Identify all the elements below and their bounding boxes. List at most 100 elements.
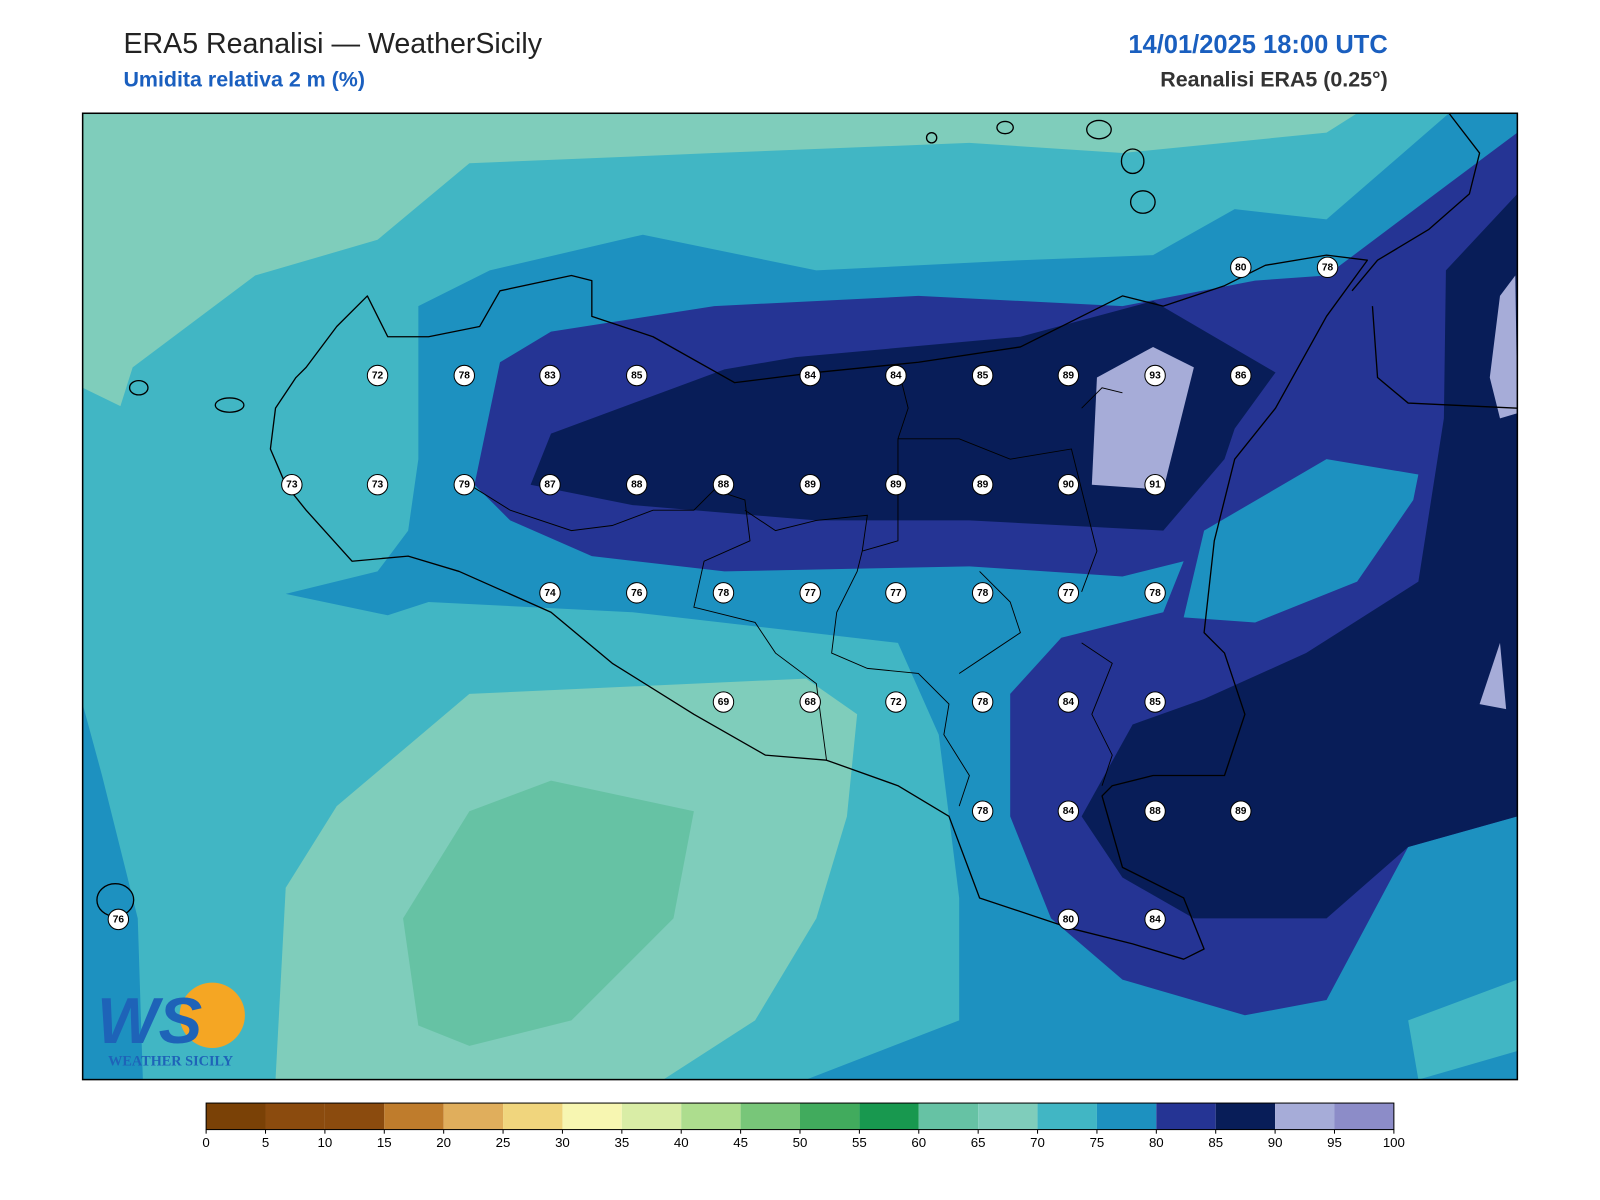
station-marker xyxy=(799,691,821,713)
station-marker xyxy=(1144,691,1166,713)
station-value: 72 xyxy=(372,371,384,382)
datetime: 14/01/2025 18:00 UTC xyxy=(1128,31,1387,59)
subtitle: Umidita relativa 2 m (%) xyxy=(123,68,364,92)
station-value: 90 xyxy=(1063,480,1075,491)
colorbar-segment xyxy=(1215,1103,1276,1130)
station-value: 76 xyxy=(631,588,643,599)
station-value: 80 xyxy=(1235,262,1247,273)
colorbar-tick-label: 45 xyxy=(733,1135,748,1150)
field xyxy=(1091,346,1194,490)
colorbar-tick-label: 20 xyxy=(436,1135,451,1150)
station-value: 79 xyxy=(459,480,471,491)
colorbar-tick-label: 55 xyxy=(852,1135,867,1150)
station-marker xyxy=(539,364,561,387)
colorbar-segment xyxy=(562,1103,622,1130)
island xyxy=(128,379,149,396)
station-value: 83 xyxy=(544,371,556,382)
station-value: 88 xyxy=(718,480,730,491)
station-value: 76 xyxy=(113,914,125,925)
colorbar-tick-label: 100 xyxy=(1383,1135,1405,1150)
colorbar-segment xyxy=(1096,1103,1157,1130)
station-marker xyxy=(971,364,994,387)
station-marker xyxy=(712,582,735,604)
station-value: 78 xyxy=(1322,262,1334,273)
station-value: 89 xyxy=(805,480,817,491)
station-value: 78 xyxy=(977,806,989,817)
station-marker xyxy=(1057,800,1080,822)
colorbar-segment xyxy=(443,1103,504,1130)
title: ERA5 Reanalisi — WeatherSicily xyxy=(123,28,542,60)
colorbar-tick-label: 25 xyxy=(496,1135,511,1150)
station-marker xyxy=(971,582,994,604)
station-value: 88 xyxy=(631,480,643,491)
colorbar-segment xyxy=(384,1103,444,1130)
station-marker xyxy=(453,364,475,387)
field xyxy=(1479,642,1507,710)
colorbar-segment xyxy=(503,1103,563,1130)
station-marker xyxy=(885,364,907,387)
island xyxy=(1086,119,1112,140)
station-value: 74 xyxy=(544,588,556,599)
station-marker xyxy=(366,364,389,387)
stations: 80 78 72 78 83 85 84 84 85 89 93 86 73 73 79 87 88 88 89 89… xyxy=(107,256,1339,931)
colorbar-tick-label: 70 xyxy=(1030,1135,1045,1150)
field xyxy=(530,301,1276,531)
station-marker xyxy=(799,473,821,496)
station-value: 89 xyxy=(890,480,902,491)
station-marker xyxy=(539,473,561,496)
island xyxy=(1129,190,1156,214)
station-marker xyxy=(1057,473,1080,496)
station-value: 84 xyxy=(1149,914,1161,925)
station-marker xyxy=(366,473,389,496)
station-marker xyxy=(971,473,994,496)
station-marker xyxy=(626,473,648,496)
island xyxy=(925,131,938,144)
colorbar-segment xyxy=(324,1103,385,1130)
colorbar-tick-label: 95 xyxy=(1327,1135,1342,1150)
station-value: 89 xyxy=(977,480,989,491)
station-marker xyxy=(1144,582,1166,604)
station-marker xyxy=(712,691,735,713)
colorbar-segment xyxy=(1275,1103,1335,1130)
colorbar-tick-label: 85 xyxy=(1208,1135,1223,1150)
colorbar-tick-label: 15 xyxy=(377,1135,392,1150)
station-value: 73 xyxy=(372,480,384,491)
colorbar-tick-label: 75 xyxy=(1090,1135,1105,1150)
colorbar-segment xyxy=(1156,1103,1216,1130)
station-value: 85 xyxy=(1149,697,1161,708)
logo: WS WEATHER SICILY xyxy=(97,982,245,1069)
logo-mark: WS xyxy=(97,984,202,1057)
station-value: 72 xyxy=(890,697,902,708)
field xyxy=(82,704,143,1080)
station-marker xyxy=(1057,364,1080,387)
colorbar-segment xyxy=(265,1103,325,1130)
colorbar-segment xyxy=(740,1103,800,1130)
colorbar-tick-label: 10 xyxy=(318,1135,333,1150)
field xyxy=(82,113,1358,407)
station-marker xyxy=(1230,256,1252,279)
station-value: 89 xyxy=(1235,806,1247,817)
field xyxy=(1081,193,1518,919)
field xyxy=(1183,459,1419,623)
colorbar-tick-label: 50 xyxy=(793,1135,808,1150)
station-value: 84 xyxy=(890,371,902,382)
field xyxy=(403,780,694,1046)
station-value: 78 xyxy=(977,588,989,599)
station-value: 84 xyxy=(1063,806,1075,817)
station-value: 89 xyxy=(1063,371,1075,382)
station-value: 78 xyxy=(718,588,730,599)
station-value: 80 xyxy=(1063,914,1075,925)
station-value: 77 xyxy=(1063,588,1075,599)
station-marker xyxy=(1057,691,1080,713)
station-value: 86 xyxy=(1235,371,1247,382)
station-value: 85 xyxy=(631,371,643,382)
map: 80 78 72 78 83 85 84 84 85 89 93 86 73 73 79 87 88 88 89 89… xyxy=(82,113,1518,1080)
station-value: 78 xyxy=(1149,588,1161,599)
colorbar-tick-label: 5 xyxy=(262,1135,269,1150)
station-value: 73 xyxy=(286,480,298,491)
colorbar-tick-label: 65 xyxy=(971,1135,986,1150)
station-value: 69 xyxy=(718,697,730,708)
station-marker xyxy=(1057,582,1080,604)
